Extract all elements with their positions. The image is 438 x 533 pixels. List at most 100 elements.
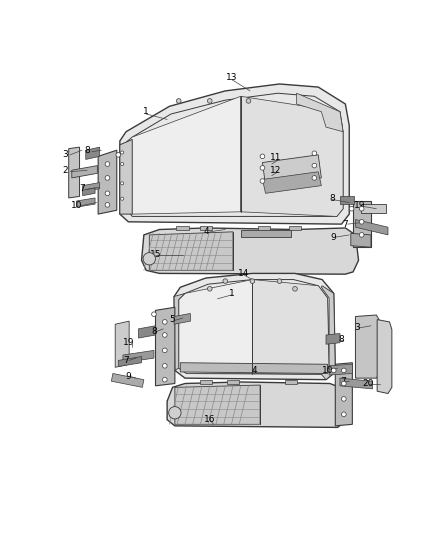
Circle shape bbox=[120, 182, 124, 185]
Circle shape bbox=[332, 368, 336, 373]
Circle shape bbox=[260, 154, 265, 159]
Circle shape bbox=[342, 381, 346, 386]
Polygon shape bbox=[289, 225, 301, 230]
Polygon shape bbox=[120, 140, 132, 214]
Polygon shape bbox=[177, 225, 189, 230]
Text: 3: 3 bbox=[63, 150, 68, 159]
Polygon shape bbox=[115, 321, 129, 367]
Text: 4: 4 bbox=[252, 366, 258, 375]
Polygon shape bbox=[200, 379, 212, 384]
Polygon shape bbox=[241, 230, 291, 237]
Polygon shape bbox=[118, 357, 141, 367]
Polygon shape bbox=[329, 364, 352, 375]
Text: 8: 8 bbox=[85, 146, 90, 155]
Polygon shape bbox=[227, 379, 239, 384]
Polygon shape bbox=[174, 294, 185, 370]
Circle shape bbox=[162, 320, 167, 324]
Text: 2: 2 bbox=[63, 166, 68, 175]
Polygon shape bbox=[167, 382, 345, 427]
Polygon shape bbox=[336, 363, 352, 426]
Text: 19: 19 bbox=[354, 201, 366, 210]
Text: 5: 5 bbox=[170, 315, 176, 324]
Circle shape bbox=[162, 364, 167, 368]
Polygon shape bbox=[321, 286, 336, 379]
Circle shape bbox=[105, 175, 110, 180]
Polygon shape bbox=[83, 188, 95, 196]
Circle shape bbox=[120, 163, 124, 166]
Polygon shape bbox=[351, 233, 371, 247]
Circle shape bbox=[359, 206, 364, 211]
Polygon shape bbox=[123, 350, 154, 363]
Circle shape bbox=[293, 287, 297, 291]
Text: 19: 19 bbox=[124, 338, 135, 347]
Polygon shape bbox=[138, 326, 155, 338]
Polygon shape bbox=[175, 385, 260, 424]
Circle shape bbox=[349, 206, 354, 211]
Polygon shape bbox=[149, 232, 233, 270]
Circle shape bbox=[162, 333, 167, 337]
Circle shape bbox=[105, 191, 110, 196]
Circle shape bbox=[177, 99, 181, 103]
Circle shape bbox=[277, 279, 282, 284]
Text: 7: 7 bbox=[340, 377, 346, 386]
Circle shape bbox=[169, 407, 181, 419]
Polygon shape bbox=[262, 155, 321, 185]
Text: 4: 4 bbox=[204, 227, 209, 236]
Text: 7: 7 bbox=[79, 184, 85, 193]
Circle shape bbox=[359, 220, 364, 224]
Circle shape bbox=[223, 279, 228, 284]
Text: 7: 7 bbox=[343, 220, 348, 229]
Circle shape bbox=[260, 179, 265, 183]
Polygon shape bbox=[200, 225, 212, 230]
Circle shape bbox=[342, 412, 346, 417]
Text: 10: 10 bbox=[71, 201, 82, 210]
Polygon shape bbox=[340, 196, 354, 204]
Circle shape bbox=[152, 312, 156, 317]
Polygon shape bbox=[252, 280, 329, 374]
Circle shape bbox=[312, 163, 317, 168]
Text: 8: 8 bbox=[151, 327, 157, 336]
Text: 8: 8 bbox=[329, 194, 335, 203]
Circle shape bbox=[342, 397, 346, 401]
Polygon shape bbox=[340, 378, 372, 389]
Polygon shape bbox=[69, 147, 80, 198]
Circle shape bbox=[105, 161, 110, 166]
Circle shape bbox=[312, 175, 317, 180]
Text: 20: 20 bbox=[362, 379, 374, 388]
Polygon shape bbox=[353, 201, 371, 247]
Polygon shape bbox=[174, 273, 336, 379]
Polygon shape bbox=[72, 166, 97, 178]
Polygon shape bbox=[111, 374, 144, 387]
Polygon shape bbox=[120, 84, 349, 224]
Circle shape bbox=[162, 348, 167, 353]
Text: 11: 11 bbox=[270, 154, 281, 163]
Text: 9: 9 bbox=[331, 233, 337, 243]
Circle shape bbox=[250, 279, 255, 284]
Circle shape bbox=[312, 151, 317, 156]
Text: 9: 9 bbox=[126, 372, 131, 381]
Polygon shape bbox=[262, 172, 321, 193]
Text: 16: 16 bbox=[204, 415, 215, 424]
Polygon shape bbox=[155, 308, 175, 386]
Circle shape bbox=[359, 232, 364, 237]
Polygon shape bbox=[174, 313, 191, 324]
Polygon shape bbox=[361, 204, 386, 213]
Polygon shape bbox=[141, 228, 359, 274]
Polygon shape bbox=[377, 320, 392, 393]
Circle shape bbox=[116, 152, 120, 157]
Text: 1: 1 bbox=[143, 107, 149, 116]
Text: 12: 12 bbox=[270, 166, 281, 175]
Text: 7: 7 bbox=[123, 356, 129, 365]
Circle shape bbox=[246, 99, 251, 103]
Polygon shape bbox=[77, 198, 95, 207]
Text: 1: 1 bbox=[229, 289, 234, 298]
Polygon shape bbox=[86, 147, 100, 159]
Circle shape bbox=[143, 253, 155, 265]
Text: 10: 10 bbox=[322, 366, 333, 375]
Text: 15: 15 bbox=[150, 251, 161, 260]
Polygon shape bbox=[297, 93, 343, 132]
Polygon shape bbox=[258, 225, 270, 230]
Circle shape bbox=[208, 99, 212, 103]
Polygon shape bbox=[326, 334, 340, 344]
Polygon shape bbox=[356, 220, 388, 235]
